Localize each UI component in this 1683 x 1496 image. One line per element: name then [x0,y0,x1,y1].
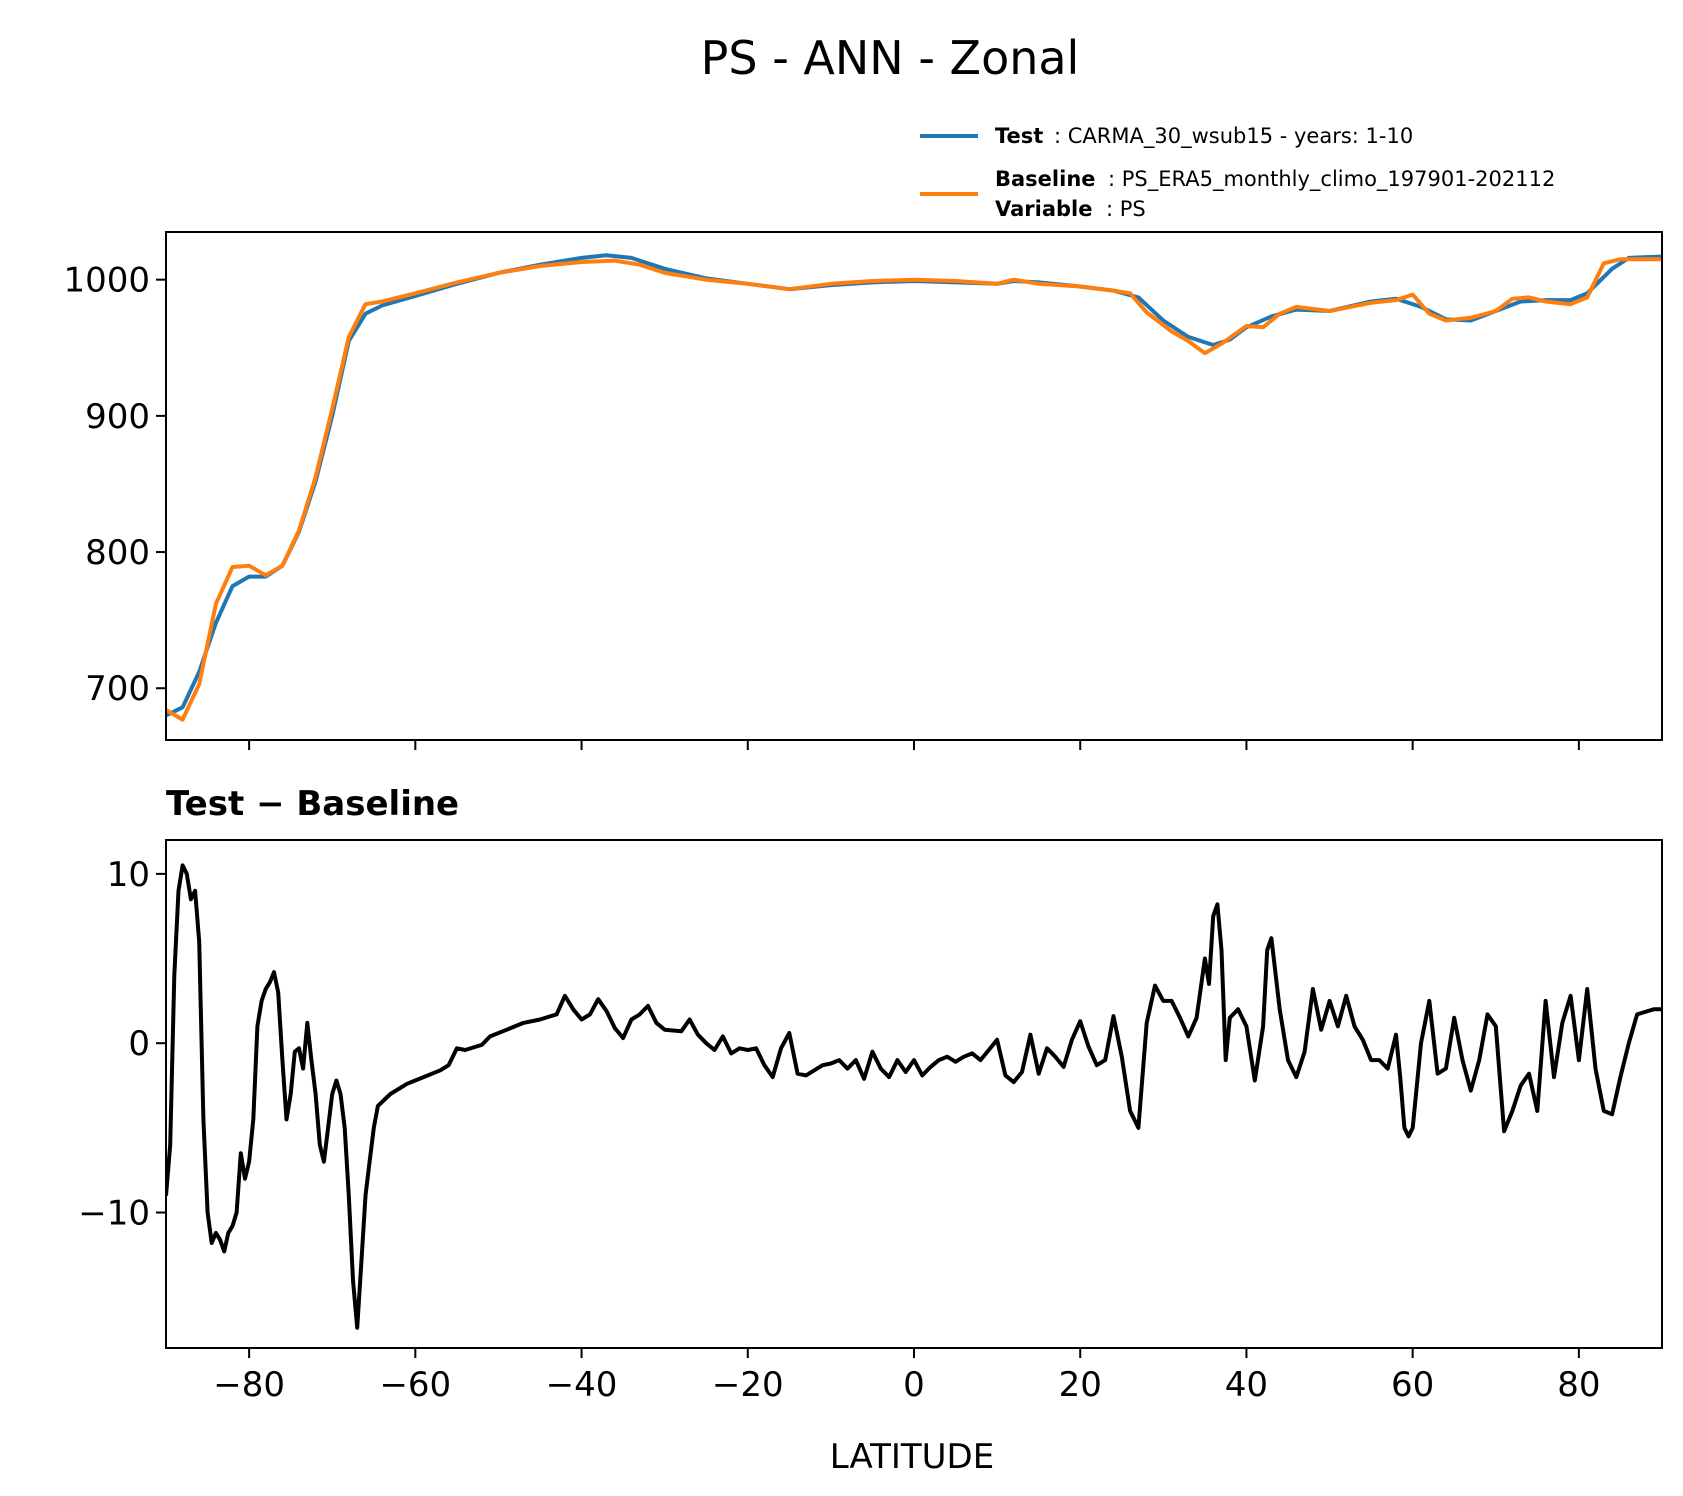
zonal-y-tick-label: 800 [85,533,150,573]
diff-x-tick-label: 80 [1557,1365,1600,1405]
diff-y-tick-label: −10 [78,1194,150,1234]
legend-variable-label: Variable [995,197,1092,221]
diff-x-tick-label: 0 [903,1365,925,1405]
diff-x-tick-label: −40 [546,1365,618,1405]
diff-y-tick-label: 10 [107,855,150,895]
figure-title: PS - ANN - Zonal [701,31,1080,85]
zonal-y-tick-label: 900 [85,397,150,437]
zonal-panel: 700 800 900 1000 [63,231,1663,750]
legend-test-text: : CARMA_30_wsub15 - years: 1-10 [1054,124,1413,149]
zonal-y-tick-label: 1000 [63,261,150,301]
diff-x-tick-label: −20 [712,1365,784,1405]
x-axis-label: LATITUDE [830,1437,994,1477]
diff-x-tick-label: 40 [1225,1365,1268,1405]
diff-x-tick-label: 60 [1391,1365,1434,1405]
legend-baseline-label: Baseline [995,167,1096,191]
difference-series-line [166,863,1662,1330]
legend-baseline-text: : PS_ERA5_monthly_climo_197901-202112 [1108,167,1555,192]
zonal-y-tick-label: 700 [85,669,150,709]
diff-x-tick-label: −60 [379,1365,451,1405]
diff-y-tick-label: 0 [128,1024,150,1064]
legend: Test : CARMA_30_wsub15 - years: 1-10 Bas… [920,124,1555,221]
diff-x-tick-label: −80 [213,1365,285,1405]
difference-panel: −10 0 10 −80 −60 −40 −20 0 20 40 60 80 [78,839,1663,1405]
legend-variable-text: : PS [1106,197,1146,221]
difference-panel-title: Test − Baseline [166,784,459,824]
diff-x-tick-label: 20 [1059,1365,1102,1405]
baseline-series-line [166,257,1662,722]
legend-test-label: Test [995,124,1043,148]
